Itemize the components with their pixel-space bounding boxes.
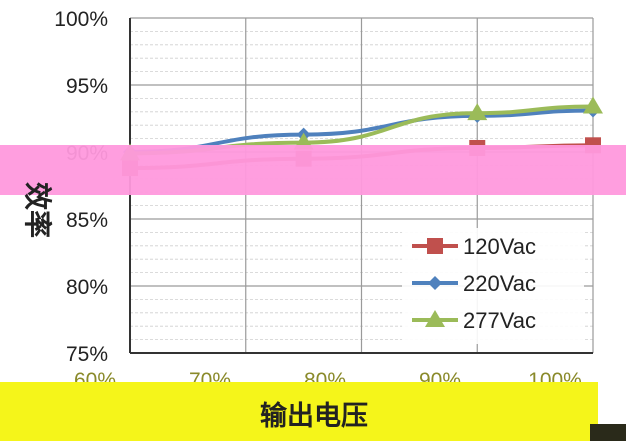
yellow-overlay-band <box>0 382 598 441</box>
legend-label: 120Vac <box>463 234 536 259</box>
y-tick-label: 85% <box>66 209 108 232</box>
corner-artifact <box>590 424 626 441</box>
legend-marker <box>428 276 442 290</box>
legend-marker <box>427 238 443 254</box>
legend-label: 220Vac <box>463 271 536 296</box>
series-line <box>129 108 594 154</box>
legend-marker <box>425 310 445 327</box>
y-tick-label: 75% <box>66 343 108 366</box>
y-tick-label: 95% <box>66 75 108 98</box>
pink-overlay-band <box>0 145 626 195</box>
y-axis-label: 效率 <box>22 182 54 238</box>
y-tick-label: 80% <box>66 276 108 299</box>
legend: 120Vac 220Vac 277Vac <box>402 228 584 344</box>
data-point <box>467 103 488 121</box>
x-axis-label: 输出电压 <box>260 400 368 431</box>
overlay-band <box>0 145 626 441</box>
data-point <box>583 96 603 114</box>
legend-label: 277Vac <box>463 308 536 333</box>
y-tick-label: 100% <box>54 8 108 31</box>
